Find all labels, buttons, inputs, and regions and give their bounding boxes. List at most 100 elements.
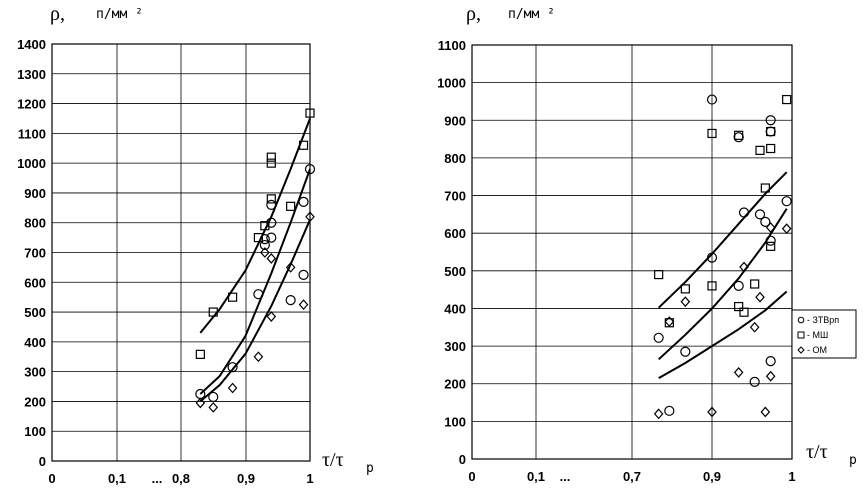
point-ztvrp <box>266 217 277 228</box>
x-tick-label: 0 <box>468 469 475 484</box>
left-chart: ρ, п/мм ² τ/τ р 0 100 200 300 400 500 600 700 80… <box>17 3 374 486</box>
point-ztvrp <box>253 289 264 300</box>
point-om <box>227 382 238 394</box>
point-msh <box>782 94 792 105</box>
point-msh <box>707 128 717 139</box>
trend-line <box>199 168 311 395</box>
y-tick-label: 200 <box>24 394 46 409</box>
x-tick-label: 0,1 <box>527 469 545 484</box>
x-tick-label: 0,9 <box>703 469 721 484</box>
y-tick-label: 0 <box>459 452 466 467</box>
point-om <box>266 311 277 322</box>
point-msh <box>260 221 270 231</box>
right-x-label-sub: р <box>849 453 857 468</box>
y-tick-label: 200 <box>444 377 466 392</box>
point-om <box>765 222 776 233</box>
point-ztvrp <box>680 346 691 357</box>
point-om <box>707 406 717 418</box>
point-msh <box>734 301 744 312</box>
point-om <box>266 253 277 264</box>
point-msh <box>654 269 664 280</box>
y-tick-label: 600 <box>24 275 46 290</box>
point-om <box>739 261 749 273</box>
y-tick-label: 500 <box>24 305 46 320</box>
x-tick-label: ... <box>152 471 163 486</box>
point-om <box>733 367 744 378</box>
point-ztvrp <box>765 235 776 246</box>
y-tick-label: 1300 <box>17 67 46 82</box>
left-x-label-sub: р <box>366 461 374 476</box>
y-tick-label: 0 <box>39 454 46 469</box>
point-msh <box>266 194 276 204</box>
point-msh <box>750 279 760 289</box>
point-msh <box>305 108 315 118</box>
point-om <box>208 401 219 413</box>
point-om <box>260 247 270 258</box>
point-ztvrp <box>754 209 766 220</box>
point-ztvrp <box>738 207 750 218</box>
y-tick-label: 800 <box>24 216 46 231</box>
point-msh <box>755 145 765 155</box>
point-msh <box>766 143 776 154</box>
legend-circle-marker <box>797 316 805 324</box>
y-tick-label: 1000 <box>437 76 466 91</box>
point-ztvrp <box>706 252 718 263</box>
y-tick-label: 900 <box>444 113 466 128</box>
right-y-label: ρ, <box>466 3 481 25</box>
y-tick-label: 600 <box>444 226 466 241</box>
right-x-label: τ/τ <box>806 441 828 463</box>
y-tick-label: 100 <box>24 424 46 439</box>
left-y-unit: п/мм ² <box>96 7 143 22</box>
point-ztvrp <box>781 196 792 207</box>
point-ztvrp <box>266 199 277 210</box>
y-tick-label: 900 <box>24 186 46 201</box>
point-om <box>285 261 296 273</box>
y-tick-label: 700 <box>24 246 46 261</box>
point-om <box>755 291 765 303</box>
y-tick-label: 300 <box>24 365 46 380</box>
point-msh <box>228 292 238 302</box>
point-msh <box>253 233 263 243</box>
right-chart: ρ, п/мм ² τ/τ р 0 100 200 300 400 500 600 700 80… <box>437 3 857 484</box>
x-tick-label: ... <box>560 469 571 484</box>
y-tick-label: 800 <box>444 151 466 166</box>
point-om <box>781 223 792 235</box>
point-om <box>253 351 264 363</box>
trend-line <box>199 118 311 334</box>
x-tick-label: 0,9 <box>237 471 255 486</box>
y-tick-label: 1000 <box>17 156 46 171</box>
legend-square-marker <box>797 331 805 339</box>
trend-line <box>658 290 788 379</box>
legend: - ЗТВрп - МШ - ОМ <box>791 309 857 359</box>
y-tick-label: 100 <box>444 414 466 429</box>
point-ztvrp <box>266 232 277 243</box>
point-msh <box>707 281 717 291</box>
point-om <box>680 296 691 308</box>
point-om <box>305 211 315 223</box>
y-tick-label: 1100 <box>18 126 46 141</box>
x-tick-label: 0 <box>48 471 55 486</box>
x-tick-label: 0,8 <box>172 471 190 486</box>
point-om <box>664 316 675 328</box>
point-ztvrp <box>733 280 744 291</box>
point-msh <box>766 126 776 137</box>
trend-line <box>199 219 311 403</box>
point-msh <box>195 349 205 359</box>
point-ztvrp <box>259 233 270 245</box>
point-msh <box>266 158 276 168</box>
point-ztvrp <box>298 196 309 207</box>
legend-label-ztvrp: - ЗТВрп <box>807 315 839 325</box>
legend-diamond-marker <box>797 346 805 354</box>
point-msh <box>739 307 749 317</box>
x-tick-label: 1 <box>788 469 795 484</box>
point-ztvrp <box>304 164 316 175</box>
point-msh <box>208 307 218 317</box>
point-om <box>653 408 664 420</box>
left-x-label: τ/τ <box>322 449 344 471</box>
point-ztvrp <box>653 332 664 343</box>
y-tick-label: 300 <box>444 339 466 354</box>
point-ztvrp <box>298 269 309 280</box>
point-msh <box>734 130 744 140</box>
x-tick-label: 0,1 <box>108 471 126 486</box>
